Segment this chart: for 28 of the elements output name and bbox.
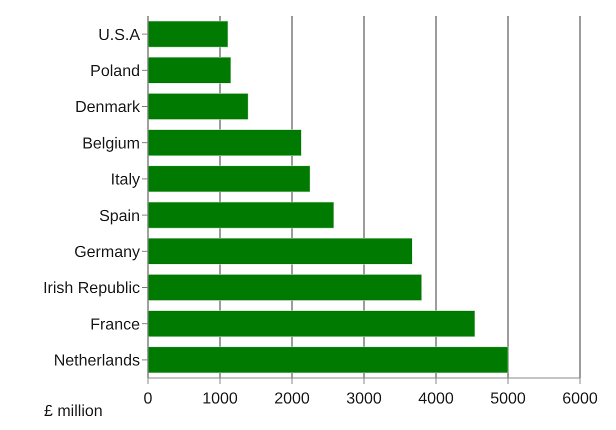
bar bbox=[148, 202, 334, 228]
y-tick-label: Denmark bbox=[75, 99, 141, 116]
bar bbox=[148, 274, 422, 301]
x-axis-title: £ million bbox=[44, 403, 103, 421]
x-tick-label: 2000 bbox=[274, 390, 310, 408]
y-tick-label: Netherlands bbox=[54, 352, 140, 370]
y-tick-label: Irish Republic bbox=[43, 280, 140, 298]
bar bbox=[148, 93, 248, 120]
bar bbox=[148, 310, 476, 337]
x-tick-label: 5000 bbox=[490, 390, 526, 408]
bar bbox=[148, 57, 232, 84]
y-tick-label: U.S.A bbox=[98, 26, 140, 44]
bar bbox=[148, 20, 228, 48]
y-tick-label: Spain bbox=[99, 208, 140, 225]
y-tick-label: Germany bbox=[74, 244, 140, 261]
bar bbox=[148, 166, 310, 192]
bar bbox=[148, 129, 302, 156]
bar bbox=[148, 238, 412, 265]
y-tick-label: Italy bbox=[110, 172, 140, 189]
bar bbox=[148, 346, 508, 374]
y-tick-label: Poland bbox=[90, 62, 140, 80]
x-tick-label: 4000 bbox=[418, 390, 454, 408]
x-tick-label: 1000 bbox=[202, 390, 238, 408]
x-tick-label: 6000 bbox=[562, 390, 598, 408]
x-tick-label: 3000 bbox=[346, 390, 382, 408]
y-tick-label: France bbox=[90, 316, 140, 334]
y-tick-label: Belgium bbox=[82, 135, 140, 152]
x-tick-label: 0 bbox=[144, 390, 153, 408]
